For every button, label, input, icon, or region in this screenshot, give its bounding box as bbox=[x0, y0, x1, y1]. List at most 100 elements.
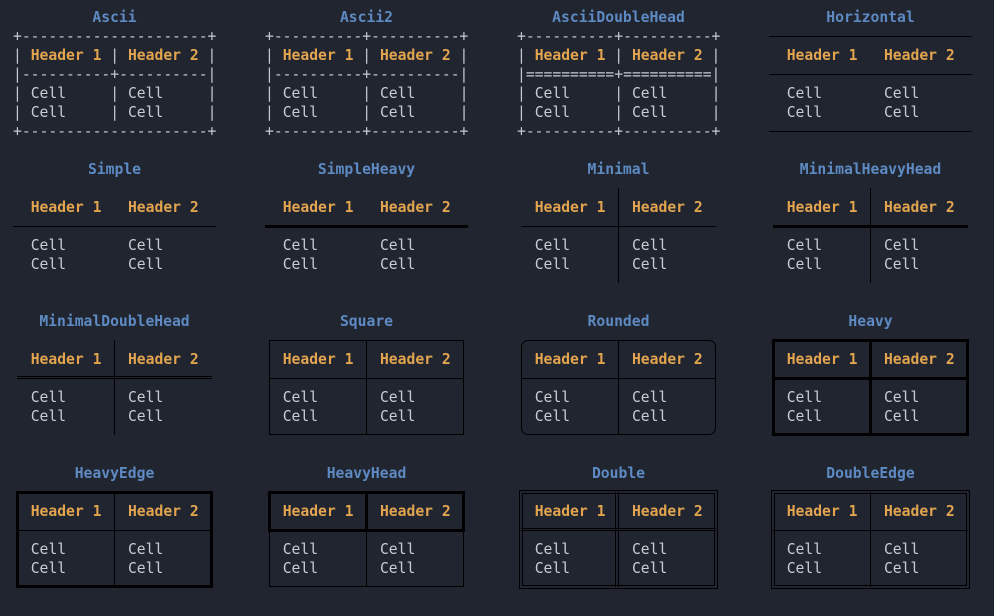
cell-text: Cell bbox=[127, 389, 164, 406]
spacer-text bbox=[822, 104, 884, 121]
cell-text: Cell bbox=[30, 237, 67, 254]
border-chars: |----------+----------| bbox=[265, 66, 469, 83]
table-art: Header 1 Header 2 Cell Cell Cell Cell bbox=[769, 483, 972, 597]
table-line: | Cell | Cell | bbox=[517, 84, 720, 103]
cell-text: Cell bbox=[534, 256, 571, 273]
table-line: Cell Cell bbox=[265, 540, 468, 559]
table-line: | Cell | Cell | bbox=[265, 103, 468, 122]
spacer-text bbox=[517, 351, 535, 368]
table-line: Cell Cell bbox=[769, 236, 972, 255]
spacer-text bbox=[857, 351, 884, 368]
table-art: +----------+----------+ | Header 1 | Head… bbox=[265, 27, 468, 141]
table-line bbox=[769, 27, 972, 46]
spacer-text bbox=[570, 389, 632, 406]
table-line: +----------+----------+ bbox=[265, 122, 468, 141]
cell-text: Cell bbox=[883, 408, 920, 425]
table-line: Header 1 Header 2 bbox=[769, 350, 972, 369]
border-chars: +----------+----------+ bbox=[265, 28, 469, 45]
spacer-text bbox=[265, 541, 283, 558]
spacer-text bbox=[415, 85, 459, 102]
cell-text: Cell bbox=[30, 541, 67, 558]
table-line: Cell Cell bbox=[517, 255, 720, 274]
spacer-text bbox=[517, 408, 535, 425]
table-line bbox=[265, 426, 468, 445]
border-chars: | bbox=[101, 47, 128, 64]
cell-text: Cell bbox=[282, 408, 319, 425]
spacer-text bbox=[570, 104, 614, 121]
cell-text: Cell bbox=[883, 389, 920, 406]
border-chars: | bbox=[207, 104, 217, 121]
spacer-text bbox=[265, 560, 283, 577]
table-line bbox=[265, 274, 468, 293]
border-chars: | bbox=[711, 85, 721, 102]
table-line bbox=[517, 426, 720, 445]
table-line: Cell Cell bbox=[769, 255, 972, 274]
table-line bbox=[517, 331, 720, 350]
header-text: Header 1 bbox=[282, 199, 354, 216]
spacer-text bbox=[163, 85, 207, 102]
cell-text: Cell bbox=[883, 104, 920, 121]
table-line bbox=[13, 483, 216, 502]
table-line: Header 1 Header 2 bbox=[13, 350, 216, 369]
table-title: MinimalHeavyHead bbox=[799, 161, 942, 178]
header-text: Header 2 bbox=[379, 351, 451, 368]
table-line: Header 1 Header 2 bbox=[265, 198, 468, 217]
cell-text: Cell bbox=[127, 237, 164, 254]
header-text: Header 1 bbox=[534, 47, 606, 64]
table-line: Header 1 Header 2 bbox=[517, 502, 720, 521]
spacer-text bbox=[66, 408, 128, 425]
table-line: Cell Cell bbox=[13, 236, 216, 255]
spacer-text bbox=[13, 560, 31, 577]
cell-text: Cell bbox=[786, 560, 823, 577]
table-line: | Cell | Cell | bbox=[265, 84, 468, 103]
table-line: | Cell | Cell | bbox=[13, 84, 216, 103]
spacer-text bbox=[66, 560, 128, 577]
table-line: Cell Cell bbox=[13, 255, 216, 274]
cell-text: Cell bbox=[883, 237, 920, 254]
spacer-text bbox=[769, 47, 787, 64]
cell-text: Cell bbox=[631, 541, 668, 558]
header-text: Header 1 bbox=[30, 503, 102, 520]
spacer-text bbox=[769, 256, 787, 273]
spacer-text bbox=[66, 389, 128, 406]
table-line: Cell Cell bbox=[13, 388, 216, 407]
table-art: Header 1 Header 2 Cell Cell Cell Cell bbox=[769, 179, 972, 293]
table-line: Header 1 Header 2 bbox=[265, 350, 468, 369]
cell-text: Cell bbox=[379, 237, 416, 254]
table-title: HeavyEdge bbox=[74, 465, 155, 482]
cell-text: Cell bbox=[30, 256, 67, 273]
table-art: Header 1 Header 2 Cell Cell Cell Cell bbox=[517, 179, 720, 293]
table-line: Header 1 Header 2 bbox=[265, 502, 468, 521]
spacer-text bbox=[265, 389, 283, 406]
table-line: Cell Cell bbox=[265, 236, 468, 255]
table-line: Header 1 Header 2 bbox=[517, 198, 720, 217]
table-line bbox=[769, 369, 972, 388]
cell-text: Cell bbox=[282, 104, 319, 121]
cell-text: Cell bbox=[631, 85, 668, 102]
spacer-text bbox=[66, 237, 128, 254]
table-line: | Cell | Cell | bbox=[517, 103, 720, 122]
table-line: Cell Cell bbox=[265, 388, 468, 407]
table-double: Double Header 1 Header 2 Cell Cell Cell … bbox=[517, 464, 720, 616]
cell-text: Cell bbox=[379, 256, 416, 273]
table-art: Header 1 Header 2 Cell Cell Cell Cell bbox=[13, 179, 216, 293]
table-line bbox=[265, 217, 468, 236]
table-line: |----------+----------| bbox=[265, 65, 468, 84]
spacer-text bbox=[822, 408, 884, 425]
border-chars: | bbox=[459, 85, 469, 102]
cell-text: Cell bbox=[786, 389, 823, 406]
table-art: Header 1 Header 2 Cell Cell Cell Cell bbox=[265, 179, 468, 293]
cell-text: Cell bbox=[282, 85, 319, 102]
table-line: Cell Cell bbox=[13, 559, 216, 578]
spacer-text bbox=[353, 199, 380, 216]
table-line: Header 1 Header 2 bbox=[517, 350, 720, 369]
table-line bbox=[265, 483, 468, 502]
border-chars: | bbox=[13, 47, 31, 64]
table-line: Cell Cell bbox=[517, 559, 720, 578]
header-text: Header 2 bbox=[631, 47, 703, 64]
cell-text: Cell bbox=[631, 389, 668, 406]
spacer-text bbox=[66, 85, 110, 102]
spacer-text bbox=[605, 503, 632, 520]
border-chars: | bbox=[207, 85, 217, 102]
spacer-text bbox=[13, 199, 31, 216]
